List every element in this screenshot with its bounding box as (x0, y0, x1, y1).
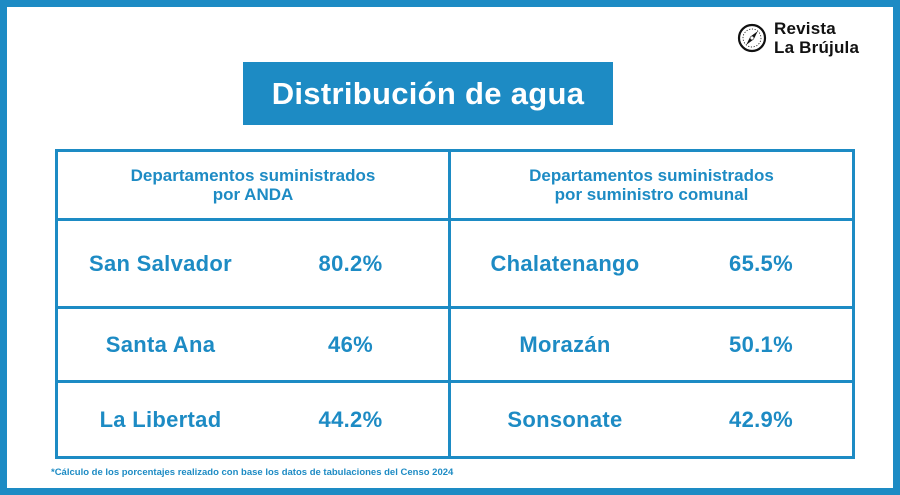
right-percentage: 42.9% (729, 406, 793, 432)
data-table: Departamentos suministrados por ANDA Dep… (55, 149, 855, 459)
right-department-name: Morazán (519, 331, 611, 357)
table-row: La Libertad 44.2% (58, 383, 448, 456)
right-department-name: Chalatenango (490, 250, 640, 276)
left-percentage: 44.2% (318, 406, 383, 432)
left-column-header: Departamentos suministrados por ANDA (58, 152, 448, 218)
right-header-line-2: por suministro comunal (554, 185, 749, 204)
left-department-name: La Libertad (99, 406, 222, 432)
table-row: Santa Ana 46% (58, 309, 448, 380)
footnote: *Cálculo de los porcentajes realizado co… (51, 467, 454, 478)
table-row: San Salvador 80.2% (58, 221, 448, 306)
compass-icon (737, 23, 767, 53)
table-row: Sonsonate 42.9% (451, 383, 852, 456)
left-percentage: 80.2% (318, 250, 383, 276)
right-header-line-1: Departamentos suministrados (529, 166, 774, 185)
right-column-header: Departamentos suministrados por suminist… (451, 152, 852, 218)
brand-name: Revista La Brújula (774, 19, 859, 57)
left-department-name: San Salvador (89, 250, 232, 276)
page-title: Distribución de agua (271, 75, 585, 111)
right-percentage: 50.1% (729, 331, 793, 357)
table-row: Chalatenango 65.5% (451, 221, 852, 306)
left-header-line-2: por ANDA (212, 185, 294, 204)
header-divider (58, 218, 852, 221)
brand: Revista La Brújula (737, 19, 859, 57)
right-department-name: Sonsonate (507, 406, 623, 432)
right-percentage: 65.5% (729, 250, 793, 276)
left-percentage: 46% (328, 331, 373, 357)
title-banner: Distribución de agua (243, 62, 613, 125)
left-department-name: Santa Ana (105, 331, 216, 357)
row-divider-1 (58, 306, 852, 309)
column-divider (448, 152, 451, 456)
table-row: Morazán 50.1% (451, 309, 852, 380)
brand-line-2: La Brújula (774, 38, 860, 57)
row-divider-2 (58, 380, 852, 383)
brand-line-1: Revista (774, 19, 836, 38)
left-header-line-1: Departamentos suministrados (130, 166, 376, 185)
